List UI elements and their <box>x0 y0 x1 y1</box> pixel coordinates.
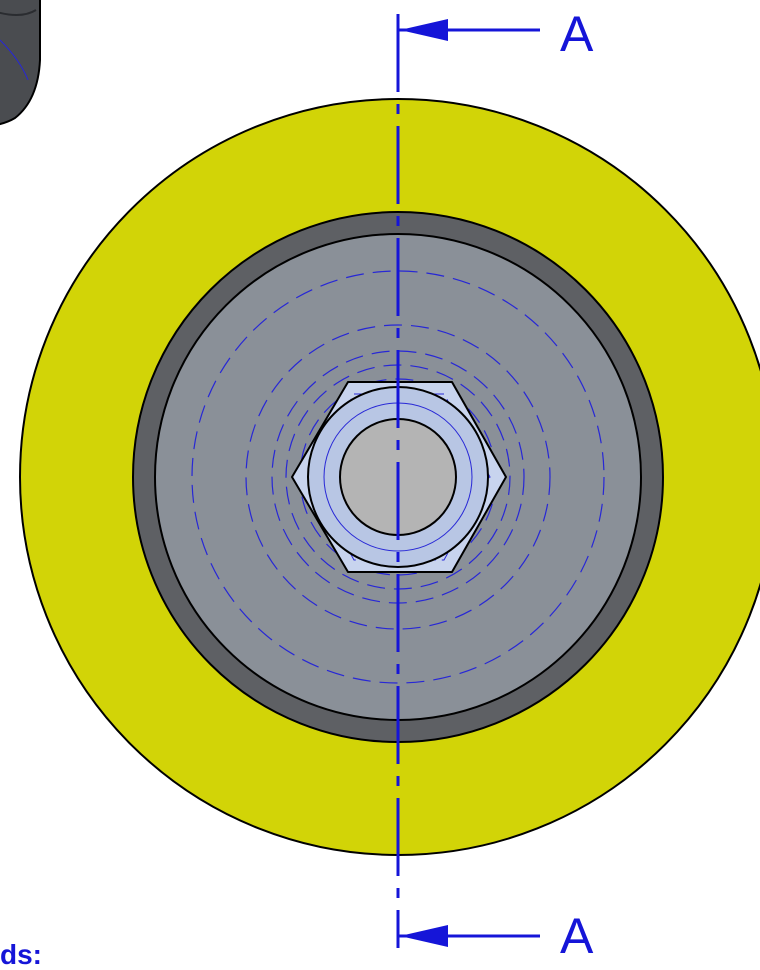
adjacent-part-fragment <box>0 0 41 126</box>
section-label-top: A <box>560 6 594 62</box>
section-arrow-top <box>398 19 540 41</box>
section-label-bottom: A <box>560 908 594 964</box>
caption-text: ds: <box>0 939 42 970</box>
section-arrow-bottom <box>398 925 540 947</box>
